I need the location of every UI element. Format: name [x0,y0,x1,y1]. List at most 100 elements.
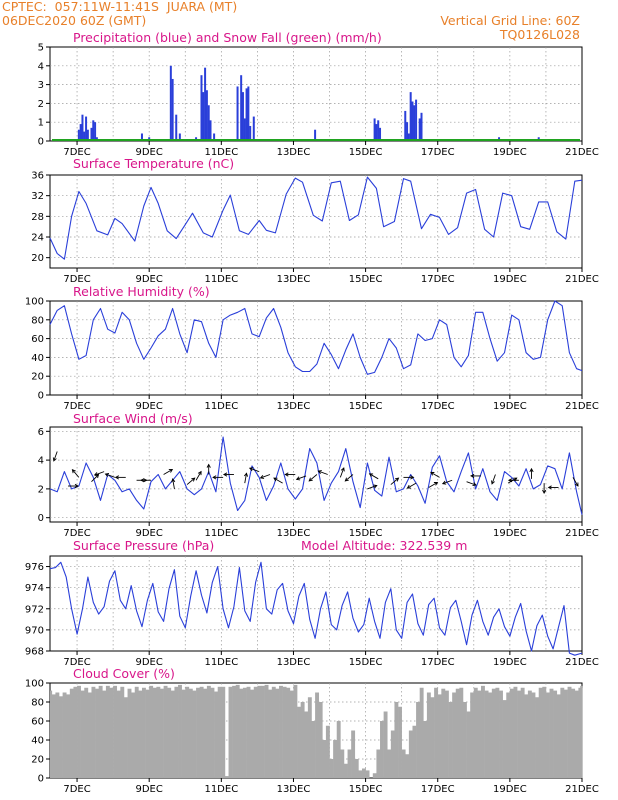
cloud-bar [520,687,525,778]
cloud-bar [221,686,226,778]
pres-xtick-label: 21DEC [565,657,599,668]
cloud-bar [531,692,536,778]
cloud-bar [390,730,395,778]
wind-vector [171,478,176,489]
cloud-bar [138,690,143,778]
temp-xtick-label: 9DEC [135,274,162,285]
wind-vector-head [191,477,196,482]
precip-bar [94,122,97,141]
wind-vector-head [248,467,254,472]
precip-bar [409,92,412,141]
wind-vector [466,481,477,487]
temp-title: Surface Temperature (nC) [73,156,234,171]
rh-xtick-label: 21DEC [565,401,599,412]
wind-vector-head [547,485,552,490]
cloud-xtick-label: 7DEC [63,784,90,795]
wind-vector-head [259,475,265,479]
wind-vector-head [368,473,374,478]
precip-bar [314,129,317,141]
precip-bar [79,124,82,141]
rh-xtick-label: 13DEC [277,401,311,412]
cloud-bar [217,686,222,778]
precip-xtick-label: 13DEC [277,147,311,158]
wind-vector-shaft [273,477,283,484]
cloud-bar [499,690,503,778]
cloud-bar [192,690,197,778]
precip-bar [171,78,174,141]
rh-xtick-label: 9DEC [135,401,162,412]
cloud-bar [527,690,532,778]
cloud-bar [517,690,521,778]
cloud-bar [437,694,442,778]
cloud-bar [224,776,229,778]
wind-vector-head [197,470,202,476]
wind-vector [542,483,547,495]
wind-vector [441,479,453,485]
precip-bar [252,116,255,141]
cloud-bar [286,687,291,778]
precip-ytick-label: 4 [38,61,44,72]
cloud-bar [423,721,428,778]
cloud-bar [77,685,81,778]
wind-vector-head [212,475,217,480]
cloud-bar [257,685,262,778]
cloud-bar [300,702,305,778]
precip-bar [175,114,178,141]
cloud-bar [145,689,150,778]
cloud-bar [167,687,172,778]
cloud-bar [473,687,478,778]
cloud-bar [495,687,500,778]
cloud-bar [66,694,71,778]
cloud-bar [199,686,204,778]
cloud-bar [416,702,420,778]
temp-xtick-label: 7DEC [63,274,90,285]
cloud-bar [358,770,363,778]
cloud-bar [141,687,146,778]
wind-vector [529,467,534,479]
cloud-bar [156,686,161,778]
rh-ytick-label: 20 [31,372,44,383]
cloud-bar [188,688,193,778]
precip-bar [90,127,93,141]
pres-ytick-label: 970 [25,625,44,636]
cloud-bar [203,688,208,778]
wind-xtick-label: 17DEC [421,528,455,539]
wind-vector-head [410,475,415,480]
pres-xtick-label: 17DEC [421,657,455,668]
wind-vector-shaft [466,481,477,486]
cloud-bar [567,686,572,778]
wind-vector-shaft [407,482,417,489]
pres-xtick-label: 15DEC [349,657,383,668]
cloud-bar [441,688,446,778]
precip-bar [418,118,421,141]
wind-vector-head [206,463,211,468]
cloud-bar [383,711,388,778]
wind-ytick-label: 2 [38,484,44,495]
precip-bar [407,133,410,141]
wind-vector-head [273,477,278,482]
cloud-bar [246,686,251,778]
cloud-xtick-label: 9DEC [135,784,162,795]
wind-vector-head [284,472,289,477]
wind-vector [491,474,496,485]
wind-vector [68,483,79,489]
wind-vector [308,474,318,482]
cloud-bar [185,686,190,778]
cloud-bar [509,688,514,778]
wind-vector [93,471,105,477]
cloud-bar [59,696,63,778]
wind-vector-shaft [72,469,80,478]
wind-vector [273,477,283,484]
cloud-ytick-label: 100 [25,679,44,690]
wind-vector [470,473,482,478]
cloud-bar [488,692,493,778]
cloud-bar [394,702,399,778]
cloud-bar [408,730,413,778]
cloud-bar [307,697,312,778]
wind-vector-shaft [491,474,496,485]
cloud-xtick-label: 17DEC [421,784,455,795]
wind-vector-head [104,472,110,477]
precip-bar [85,116,88,141]
wind-vector-head [373,484,378,489]
pres-xtick-label: 9DEC [135,657,162,668]
